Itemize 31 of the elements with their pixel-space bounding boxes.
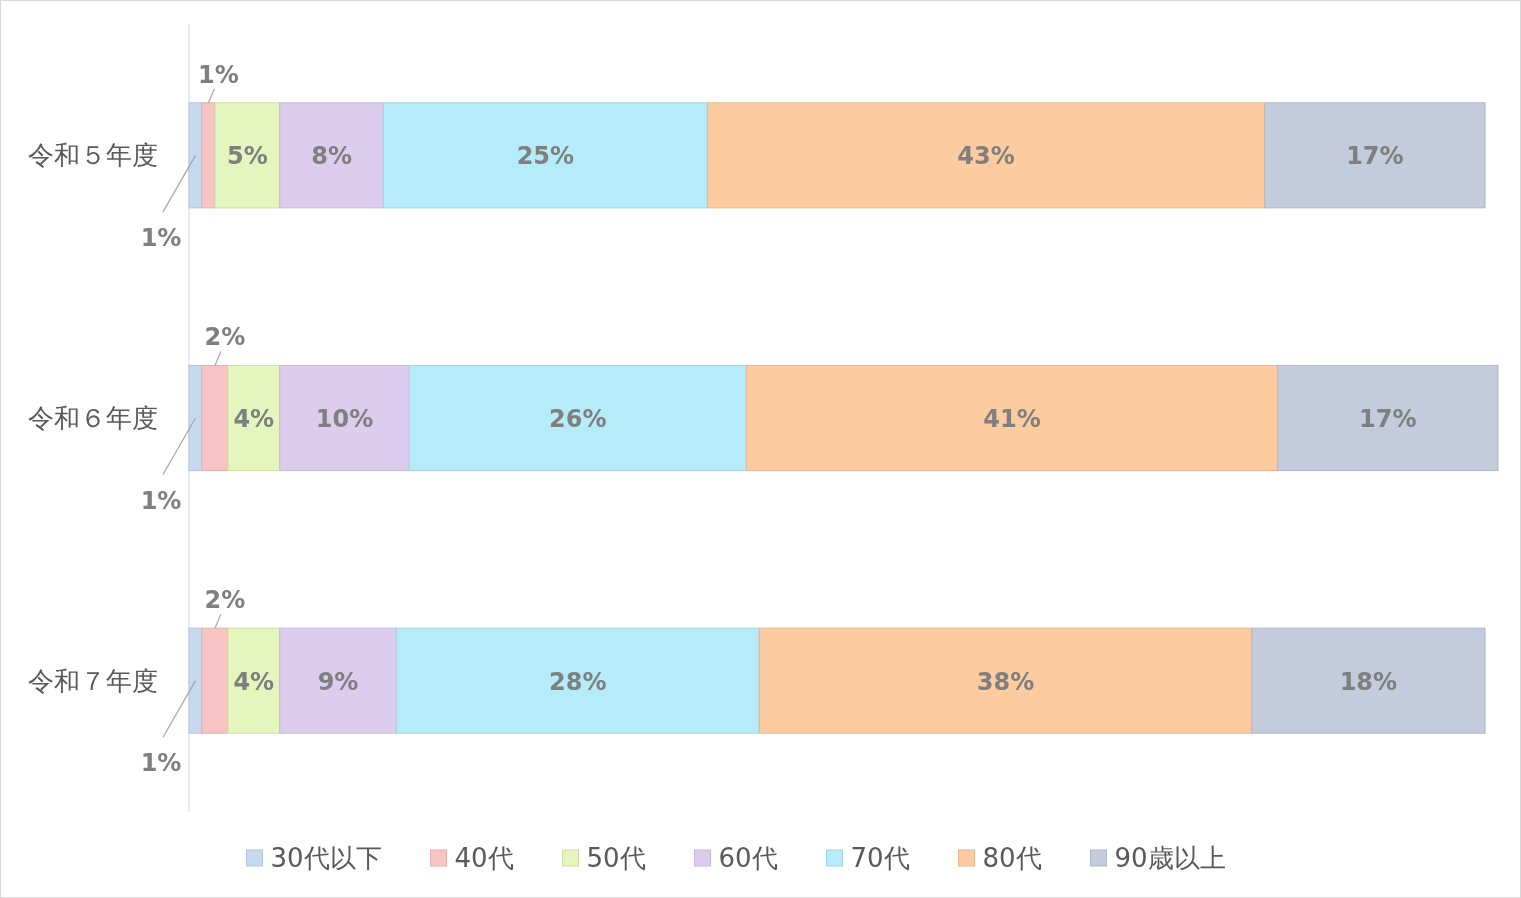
data-label: 1% — [140, 486, 182, 515]
data-label: 43% — [957, 142, 1015, 171]
data-label: 17% — [1346, 142, 1404, 171]
data-label: 41% — [983, 405, 1041, 433]
legend-label: 30代以下 — [270, 843, 382, 873]
legend-label: 50代 — [586, 843, 646, 873]
data-label: 8% — [311, 142, 352, 171]
data-label: 17% — [1359, 405, 1417, 433]
data-label: 28% — [549, 667, 607, 696]
data-label: 5% — [226, 142, 268, 171]
legend-label: 70代 — [850, 843, 910, 873]
data-label: 1% — [140, 749, 182, 778]
data-label: 4% — [233, 667, 275, 696]
data-label: 9% — [317, 667, 359, 696]
data-label: 38% — [976, 667, 1035, 696]
data-label: 10% — [315, 405, 374, 433]
data-label: 2% — [204, 586, 246, 615]
legend-label: 80代 — [982, 843, 1042, 873]
legend-label: 60代 — [718, 843, 778, 873]
y-tick-label: 令和５年度 — [28, 140, 158, 171]
data-label: 1% — [198, 60, 239, 89]
data-label: 25% — [516, 142, 575, 171]
legend-label: 90歳以上 — [1114, 843, 1226, 873]
y-tick-label: 令和７年度 — [28, 665, 158, 696]
legend-label: 40代 — [454, 843, 514, 873]
data-label: 26% — [549, 405, 607, 433]
y-tick-label: 令和６年度 — [28, 403, 158, 433]
data-label: 18% — [1339, 667, 1398, 696]
data-label: 4% — [233, 405, 275, 433]
data-label: 2% — [204, 323, 246, 352]
data-label: 1% — [140, 223, 182, 252]
